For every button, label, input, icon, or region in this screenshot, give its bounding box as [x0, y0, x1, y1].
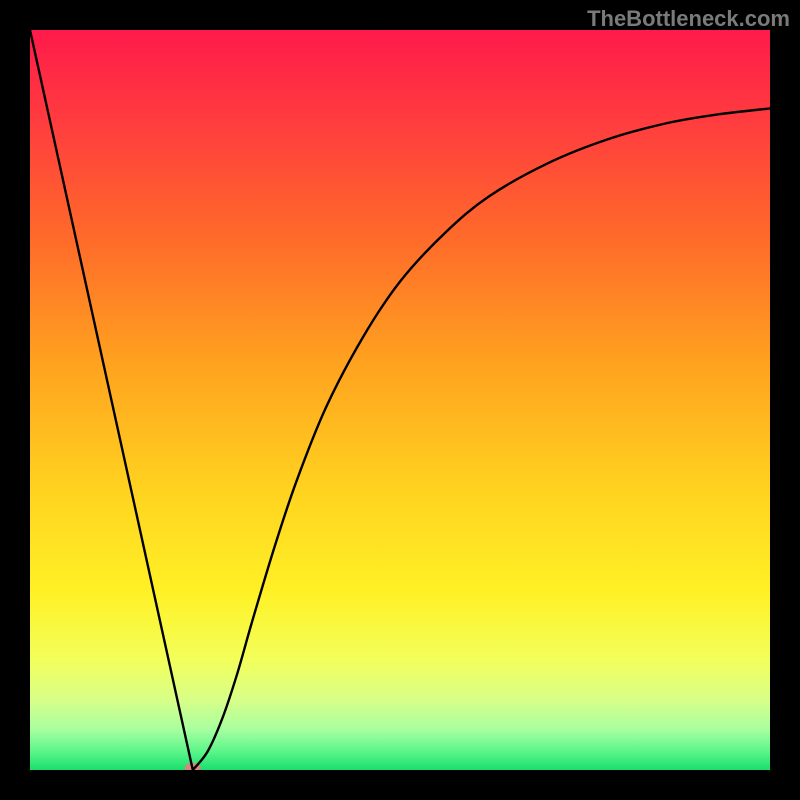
plot-area — [30, 30, 770, 770]
plot-svg — [30, 30, 770, 770]
gradient-background — [30, 30, 770, 770]
chart-container: TheBottleneck.com — [0, 0, 800, 800]
watermark-text: TheBottleneck.com — [587, 6, 790, 32]
